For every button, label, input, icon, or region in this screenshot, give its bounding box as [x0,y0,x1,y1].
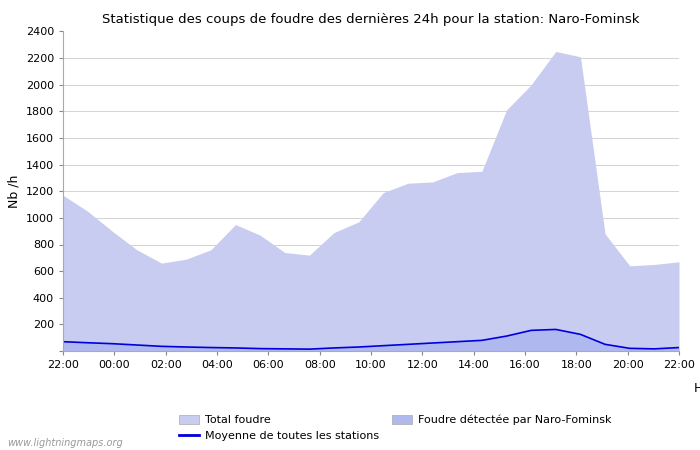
Text: Heure: Heure [694,382,700,395]
Y-axis label: Nb /h: Nb /h [7,175,20,208]
Title: Statistique des coups de foudre des dernières 24h pour la station: Naro-Fominsk: Statistique des coups de foudre des dern… [102,13,640,26]
Text: www.lightningmaps.org: www.lightningmaps.org [7,438,122,448]
Legend: Total foudre, Moyenne de toutes les stations, Foudre détectée par Naro-Fominsk: Total foudre, Moyenne de toutes les stat… [179,415,612,441]
